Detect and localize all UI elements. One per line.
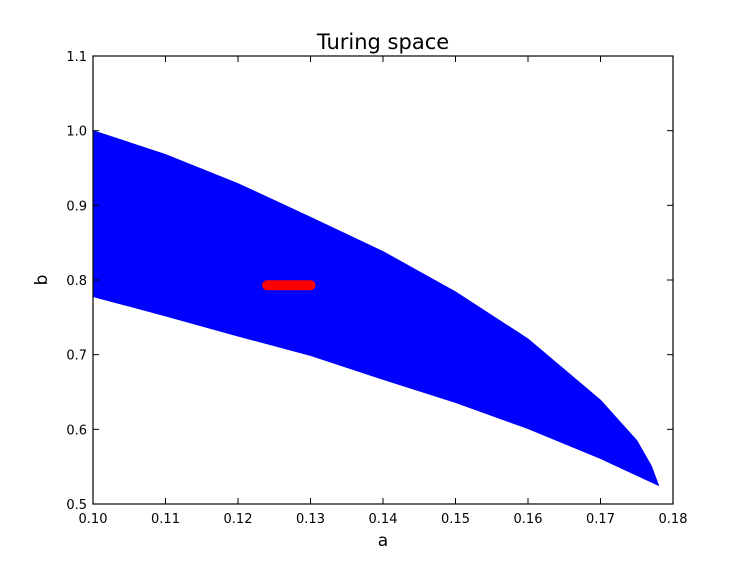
x-tick-label-5: 0.15 — [441, 512, 470, 527]
y-axis-label: b — [32, 275, 52, 286]
chart-title: Turing space — [316, 30, 449, 54]
x-tick-label-2: 0.12 — [224, 512, 253, 527]
y-tick-label-3: 0.8 — [66, 274, 87, 289]
turing-region-area — [92, 129, 660, 487]
y-tick-label-1: 0.6 — [66, 423, 87, 438]
x-tick-label-4: 0.14 — [369, 512, 398, 527]
x-tick-label-7: 0.17 — [586, 512, 615, 527]
x-tick-label-8: 0.18 — [659, 512, 688, 527]
y-tick-label-6: 1.1 — [66, 50, 87, 65]
x-tick-label-3: 0.13 — [296, 512, 325, 527]
x-tick-label-0: 0.10 — [79, 512, 108, 527]
y-tick-label-2: 0.7 — [66, 349, 87, 364]
y-tick-label-4: 0.9 — [66, 199, 87, 214]
ticks-layer: 0.10 0.11 0.12 0.13 0.14 0.15 0.16 0.17 0.18 0.5 0… — [66, 50, 687, 527]
y-tick-label-0: 0.5 — [66, 498, 87, 513]
y-tick-label-5: 1.0 — [66, 125, 87, 140]
x-tick-label-6: 0.16 — [514, 512, 543, 527]
x-tick-label-1: 0.11 — [151, 512, 180, 527]
series-layer — [92, 129, 660, 487]
x-axis-label: a — [378, 531, 388, 551]
